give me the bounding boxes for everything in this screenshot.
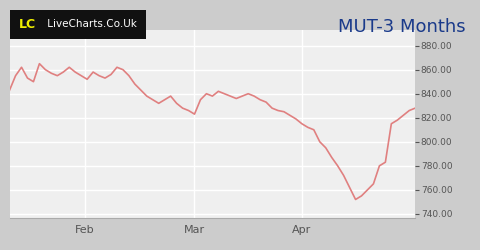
Text: LC: LC bbox=[19, 18, 36, 31]
Text: LiveCharts.Co.Uk: LiveCharts.Co.Uk bbox=[44, 20, 137, 29]
Text: MUT-3 Months: MUT-3 Months bbox=[338, 18, 466, 36]
FancyBboxPatch shape bbox=[10, 10, 146, 39]
